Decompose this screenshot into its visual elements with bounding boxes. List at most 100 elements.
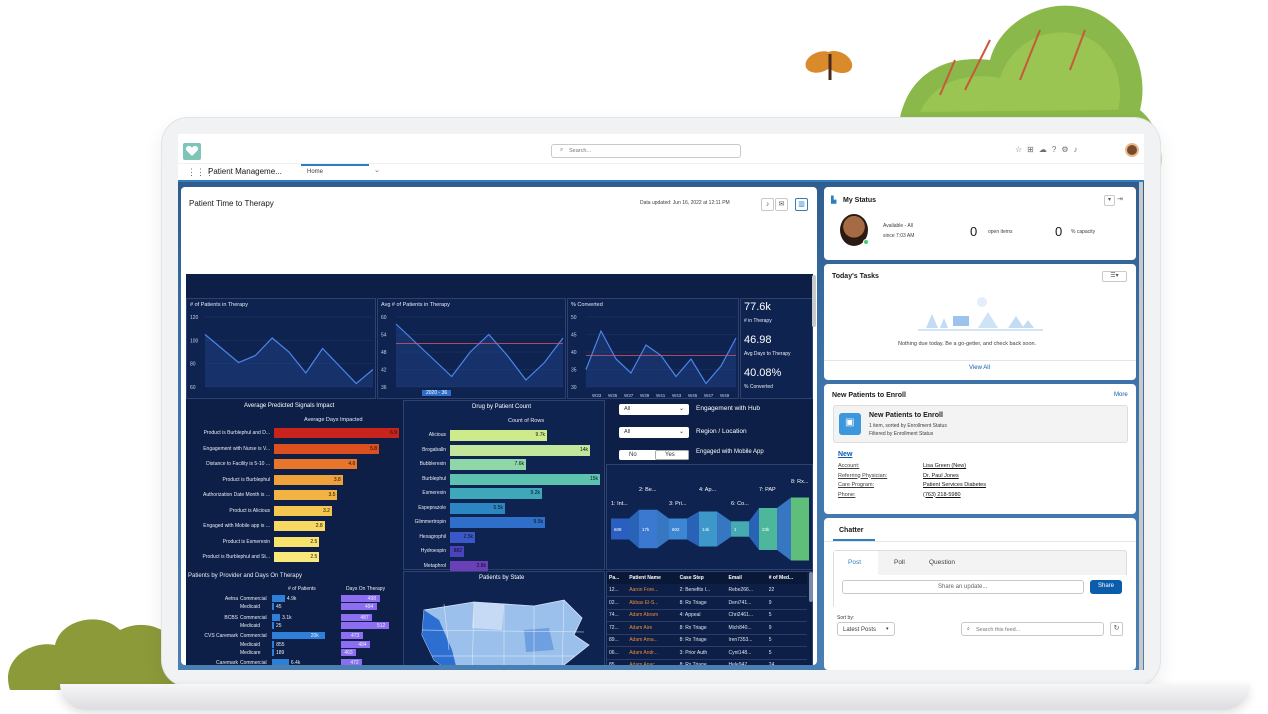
page-scrollbar[interactable] (1139, 182, 1143, 670)
sort-select[interactable]: Latest Posts ▾ (837, 622, 895, 636)
global-search-input[interactable]: ⌕ Search... (551, 144, 741, 158)
patients-bar[interactable] (272, 640, 275, 648)
days-bar[interactable] (341, 613, 373, 621)
days-bar[interactable] (341, 648, 357, 656)
app-launcher-icon[interactable]: ⋮⋮⋮ (187, 167, 214, 177)
status-menu-button[interactable]: ▾ (1104, 195, 1115, 206)
drug-bar[interactable]: 2.5k (450, 531, 475, 543)
list-view-summary[interactable]: ▣ New Patients to Enroll 1 item, sorted … (833, 405, 1128, 443)
tab-post[interactable]: Post (834, 551, 878, 575)
tab-poll[interactable]: Poll (894, 559, 905, 566)
us-map-svg[interactable] (414, 590, 599, 665)
view-all-link[interactable]: View All (969, 365, 990, 371)
table-cell[interactable]: Adam Ama... (627, 634, 678, 647)
table-row[interactable]: 89... Adam Ama... 8: Rx Triage Iren7353... 5 (607, 634, 807, 647)
drug-bar[interactable]: 14k (450, 444, 590, 456)
patients-bar[interactable] (272, 595, 285, 602)
days-bar[interactable] (341, 640, 371, 648)
column-header[interactable]: Pa... (607, 572, 628, 584)
drug-bar[interactable]: 9.5k (450, 517, 545, 528)
days-bar[interactable] (341, 603, 377, 611)
add-icon[interactable]: ⊞ (1027, 145, 1039, 154)
column-header[interactable]: # of Med... (766, 572, 807, 584)
column-header[interactable]: Case Step (677, 572, 727, 584)
date-range-badge[interactable]: 2020 - 36 (422, 390, 452, 396)
mobile-toggle[interactable]: No Yes (619, 450, 689, 460)
signal-bar[interactable]: 3.8 (274, 474, 343, 485)
drug-bar[interactable]: 882 (450, 546, 464, 557)
days-bar[interactable] (341, 595, 380, 602)
tasks-filter-button[interactable]: ☰▾ (1102, 271, 1127, 282)
refresh-button[interactable]: ↻ (1110, 622, 1123, 636)
record-name-link[interactable]: New (838, 451, 853, 458)
share-update-input[interactable]: Share an update... (842, 580, 1084, 594)
column-header[interactable]: Email (726, 572, 767, 584)
signal-bar[interactable]: 3.2 (274, 505, 332, 516)
table-cell[interactable]: Abbas El-S... (627, 596, 678, 610)
feed-search-input[interactable]: ⌕ Search this feed... (961, 622, 1104, 636)
table-scrollbar[interactable] (809, 572, 813, 602)
toggle-option-yes[interactable]: Yes (655, 450, 689, 460)
drug-bar[interactable]: 9.2k (450, 488, 542, 499)
setup-assistant-icon[interactable]: ☁ (1038, 145, 1052, 154)
filter-select[interactable]: All ⌄ (619, 427, 689, 438)
kpi-value: 46.98 (744, 334, 772, 346)
table-cell[interactable]: Adam Aire (627, 621, 678, 635)
signal-bar[interactable]: 4.6 (274, 459, 358, 469)
drug-bar[interactable]: 15k (450, 473, 600, 485)
days-bar[interactable] (341, 659, 363, 665)
signal-bar[interactable]: 3.5 (274, 490, 338, 500)
tab-home-label: Home (307, 169, 324, 175)
field-value[interactable]: (763) 218-5980 (923, 491, 961, 498)
drug-bar[interactable]: 5.5k (450, 502, 505, 514)
table-row[interactable]: 02... Abbas El-S... 8: Rx Triage Deni741...… (607, 596, 807, 610)
table-row[interactable]: 74... Adam Abram 4: Appeal Chri2461... 5 (607, 609, 807, 622)
tab-question[interactable]: Question (929, 559, 956, 566)
patients-bar[interactable] (272, 632, 325, 640)
field-value[interactable]: Patient Services Diabetes (923, 482, 986, 488)
table-row[interactable]: 06... Adam Andr... 3: Prior Auth Cynt148...… (607, 646, 807, 660)
gear-icon[interactable]: ⚙ (1061, 145, 1074, 154)
days-bar[interactable] (341, 632, 363, 640)
notifications-bell-icon[interactable]: ♪ (1073, 145, 1083, 154)
favorites-icon[interactable]: ☆ (1015, 145, 1028, 154)
patients-bar[interactable] (272, 603, 274, 611)
table-cell[interactable]: Adam Apac (627, 659, 678, 665)
toggle-option-no[interactable]: No (629, 452, 637, 458)
avatar[interactable] (1125, 143, 1139, 157)
table-cell[interactable]: Adam Abram (627, 609, 678, 622)
table-row[interactable]: 85...Adam Apac8: Rx TriageHele947...24 (607, 659, 807, 665)
signal-bar[interactable]: 2.5 (274, 536, 320, 547)
signal-bar[interactable]: 2.5 (274, 552, 320, 562)
patients-bar[interactable] (272, 648, 274, 656)
patients-bar[interactable] (272, 613, 281, 621)
subscribe-button[interactable]: ✉ (775, 198, 788, 211)
dashboard-scrollbar[interactable] (812, 275, 816, 327)
chevron-down-icon[interactable]: ⌄ (374, 167, 380, 174)
drug-bar[interactable]: 9.7k (450, 430, 547, 441)
popout-icon[interactable]: ⇥ (1117, 196, 1123, 203)
signal-bar[interactable]: 6.9 (274, 428, 399, 438)
availability-label[interactable]: Available - All (883, 223, 913, 229)
drug-bar[interactable]: 7.6k (450, 459, 526, 470)
filter-select[interactable]: All ⌄ (619, 404, 689, 415)
patients-bar[interactable] (272, 659, 289, 665)
column-header[interactable]: Patient Name (627, 572, 678, 584)
open-dashboard-button[interactable]: ▥ (795, 198, 808, 211)
drug-bar[interactable]: 3.8k (450, 560, 488, 572)
tab-home[interactable]: Home (301, 164, 369, 180)
signal-bar[interactable]: 5.8 (274, 443, 380, 454)
help-icon[interactable]: ? (1051, 145, 1062, 154)
follow-button[interactable]: ♪ (761, 198, 774, 211)
days-bar[interactable] (341, 621, 389, 629)
patients-bar[interactable] (272, 621, 274, 629)
table-cell[interactable]: Adam Andr... (627, 646, 678, 660)
table-row[interactable]: 12... Aaron Fore... 2: Benefits I... Rebe26… (607, 584, 807, 597)
share-button[interactable]: Share (1090, 580, 1122, 594)
field-value[interactable]: Dr. Paul Jones (923, 472, 959, 479)
more-link[interactable]: More (1114, 392, 1128, 398)
table-row[interactable]: 72... Adam Aire 8: Rx Triage Mich840... 9 (607, 621, 807, 635)
signal-bar[interactable]: 2.8 (274, 521, 325, 531)
field-value[interactable]: Lisa Green (New) (923, 463, 967, 469)
table-cell[interactable]: Aaron Fore... (627, 584, 678, 597)
